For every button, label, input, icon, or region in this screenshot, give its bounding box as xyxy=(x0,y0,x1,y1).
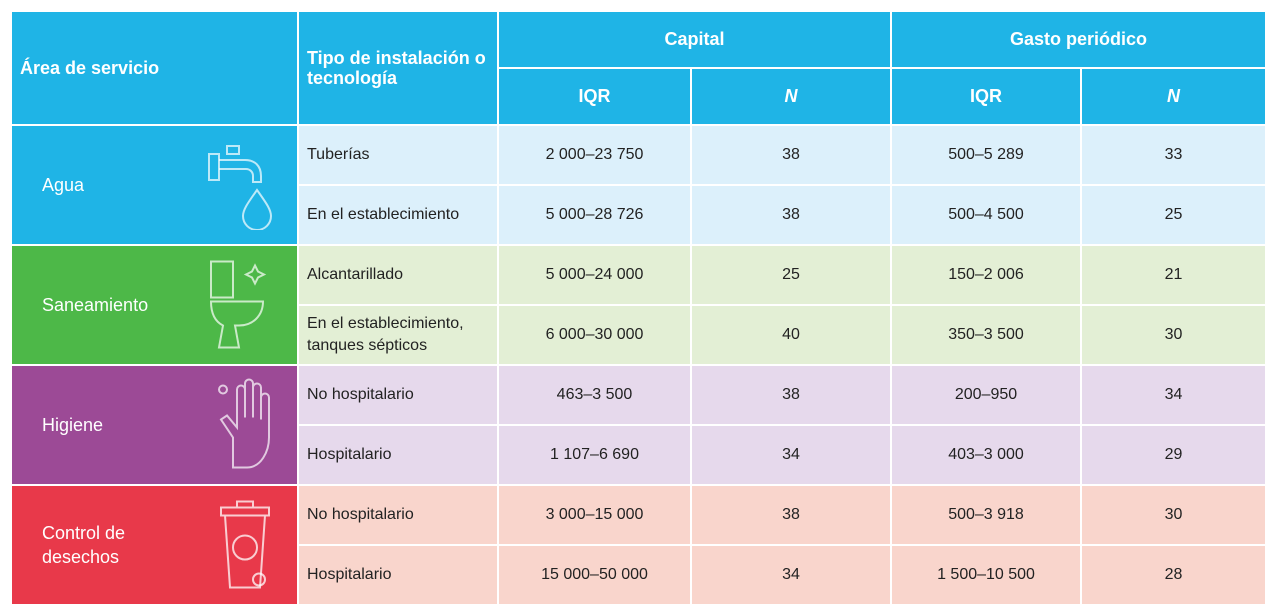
table-body: Agua Tuberías 2 000–23 750 38 500–5 289 33 En … xyxy=(10,124,1268,606)
value-cell: 40 xyxy=(689,304,893,366)
area-icon xyxy=(218,378,270,469)
value-cell: 28 xyxy=(1080,544,1268,606)
value-cell: 30 xyxy=(1080,304,1268,366)
subheader: N xyxy=(689,67,893,126)
table-row: Control de desechos No hospitalario 3 000–… xyxy=(10,484,1268,606)
value-cell: 500–4 500 xyxy=(890,184,1083,246)
value-cell: 5 000–28 726 xyxy=(497,184,692,246)
area-icon xyxy=(208,145,273,230)
subheader: N xyxy=(1080,67,1268,126)
area-label: Higiene xyxy=(42,415,104,435)
value-cell: 34 xyxy=(689,424,893,486)
capital-header: Capital xyxy=(496,10,893,69)
value-cell: 200–950 xyxy=(890,364,1083,426)
area-header: Área de servicio xyxy=(10,10,299,126)
subheader: IQR xyxy=(497,67,692,126)
type-cell: En el establecimiento xyxy=(297,184,499,246)
value-cell: 34 xyxy=(1080,364,1268,426)
area-cell: Higiene xyxy=(10,364,299,486)
value-cell: 350–3 500 xyxy=(890,304,1083,366)
type-cell: En el establecimiento, tanques sépticos xyxy=(297,304,499,366)
subheader: IQR xyxy=(890,67,1083,126)
value-cell: 25 xyxy=(689,244,893,306)
value-cell: 33 xyxy=(1080,124,1268,186)
area-label: Saneamiento xyxy=(42,295,149,315)
table-header: Área de servicio Tipo de instalación o t… xyxy=(10,10,1268,126)
value-cell: 21 xyxy=(1080,244,1268,306)
value-cell: 30 xyxy=(1080,484,1268,546)
value-cell: 38 xyxy=(689,124,893,186)
area-icon xyxy=(220,500,270,589)
type-cell: Hospitalario xyxy=(297,544,499,606)
value-cell: 500–5 289 xyxy=(890,124,1083,186)
value-cell: 29 xyxy=(1080,424,1268,486)
value-cell: 500–3 918 xyxy=(890,484,1083,546)
value-cell: 1 107–6 690 xyxy=(497,424,692,486)
value-cell: 463–3 500 xyxy=(497,364,692,426)
area-cell: Agua xyxy=(10,124,299,246)
value-cell: 38 xyxy=(689,184,893,246)
recurrent-header: Gasto periódico xyxy=(890,10,1268,69)
area-label: Agua xyxy=(42,175,85,195)
table-row: Agua Tuberías 2 000–23 750 38 500–5 289 33 xyxy=(10,124,1268,246)
value-cell: 38 xyxy=(689,484,893,546)
type-cell: Tuberías xyxy=(297,124,499,186)
table-row: Saneamiento Alcantarillado 5 000–24 000 25 1… xyxy=(10,244,1268,366)
area-icon xyxy=(209,260,267,349)
value-cell: 5 000–24 000 xyxy=(497,244,692,306)
value-cell: 15 000–50 000 xyxy=(497,544,692,606)
value-cell: 403–3 000 xyxy=(890,424,1083,486)
area-cell: Saneamiento xyxy=(10,244,299,366)
value-cell: 6 000–30 000 xyxy=(497,304,692,366)
type-cell: No hospitalario xyxy=(297,364,499,426)
value-cell: 2 000–23 750 xyxy=(497,124,692,186)
type-cell: No hospitalario xyxy=(297,484,499,546)
value-cell: 150–2 006 xyxy=(890,244,1083,306)
type-cell: Hospitalario xyxy=(297,424,499,486)
area-label: Control de desechos xyxy=(42,523,126,567)
table-row: Higiene No hospitalario 463–3 500 38 200–950… xyxy=(10,364,1268,486)
type-header: Tipo de instalación o tecnología xyxy=(297,10,499,126)
area-cell: Control de desechos xyxy=(10,484,299,606)
value-cell: 1 500–10 500 xyxy=(890,544,1083,606)
table-row: En el establecimiento 5 000–28 726 38 500–4… xyxy=(11,184,1268,246)
value-cell: 34 xyxy=(689,544,893,606)
value-cell: 38 xyxy=(689,364,893,426)
value-cell: 3 000–15 000 xyxy=(497,484,692,546)
value-cell: 25 xyxy=(1080,184,1268,246)
type-cell: Alcantarillado xyxy=(297,244,499,306)
cost-table: Área de servicio Tipo de instalación o t… xyxy=(10,10,1268,606)
